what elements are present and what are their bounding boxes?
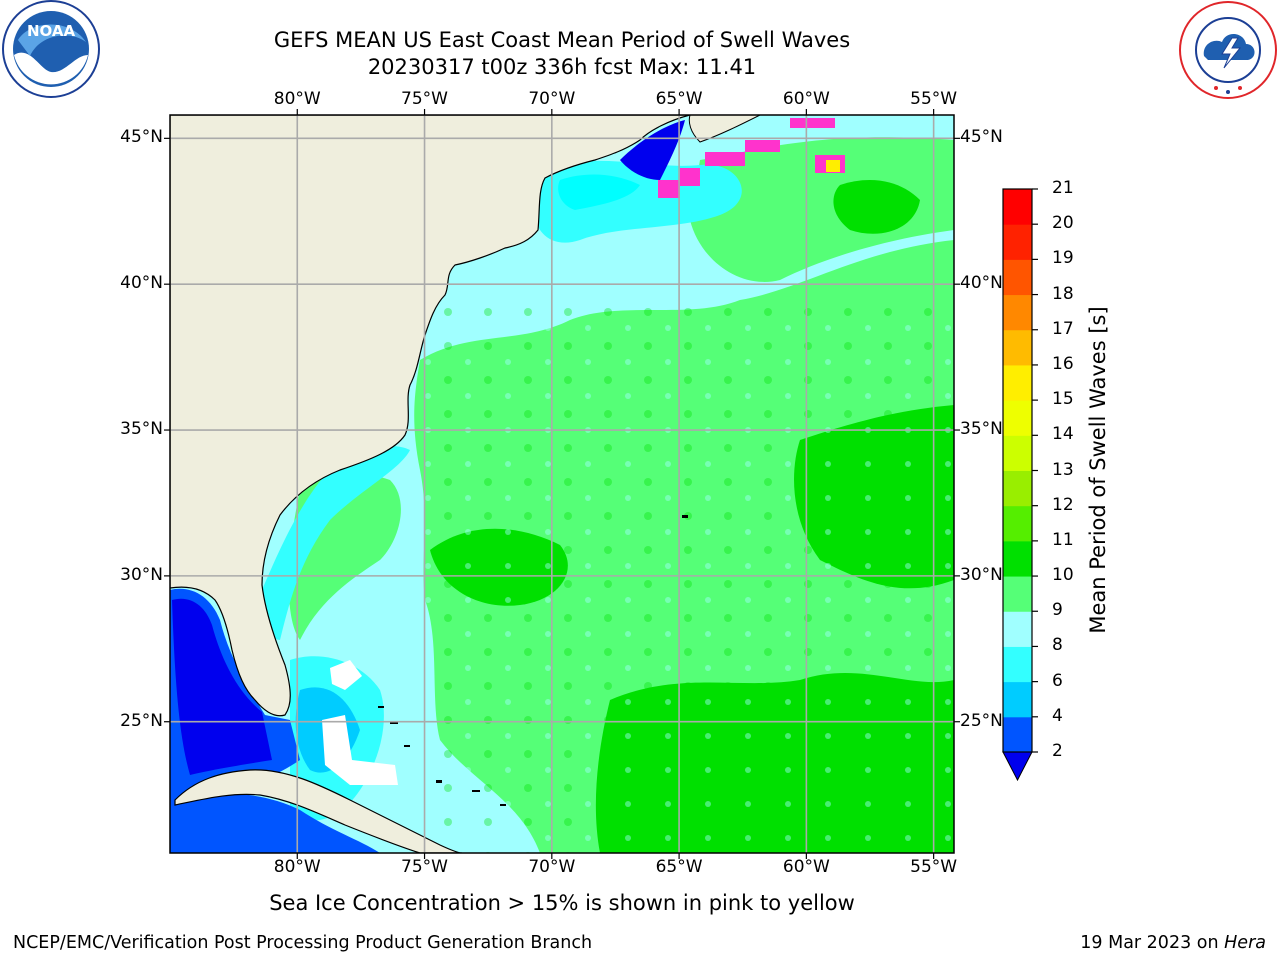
islands bbox=[378, 515, 688, 806]
colorbar-tick-label: 11 bbox=[1052, 529, 1074, 550]
lat-label-right: 30°N bbox=[960, 564, 1003, 585]
lat-label-left: 25°N bbox=[120, 710, 163, 731]
swell-band-2-4 bbox=[170, 793, 380, 853]
swell-band-under-2 bbox=[620, 120, 685, 180]
colorbar-tick-label: 18 bbox=[1052, 283, 1074, 304]
map-gridlines bbox=[170, 115, 954, 853]
colorbar-tick-label: 6 bbox=[1052, 670, 1063, 691]
colorbar-segment bbox=[1003, 576, 1032, 612]
colorbar-segment bbox=[1003, 611, 1032, 647]
land-north-america bbox=[170, 115, 691, 717]
lon-label-bottom: 60°W bbox=[782, 857, 830, 877]
bahamas-bank bbox=[322, 715, 398, 785]
lon-label-top: 65°W bbox=[655, 89, 703, 109]
swell-band-10-11 bbox=[833, 180, 920, 234]
colorbar-segment bbox=[1003, 716, 1032, 753]
lon-label-top: 55°W bbox=[910, 89, 958, 109]
footer-date: 19 Mar 2023 on Hera bbox=[1080, 933, 1266, 953]
colorbar-tick-label: 2 bbox=[1052, 741, 1063, 761]
colorbar-tick-label: 9 bbox=[1052, 600, 1063, 621]
chart-subtitle: 20230317 t00z 336h fcst Max: 11.41 bbox=[367, 55, 757, 79]
colorbar-segment bbox=[1003, 364, 1032, 401]
swell-band-4-6 bbox=[558, 174, 640, 210]
colorbar-tick-label: 17 bbox=[1052, 318, 1074, 339]
colorbar-segment bbox=[1003, 400, 1032, 436]
colorbar-segment bbox=[1003, 646, 1032, 683]
colorbar-tick-label: 15 bbox=[1052, 389, 1074, 410]
lon-label-bottom: 55°W bbox=[910, 857, 958, 877]
lon-label-bottom: 65°W bbox=[655, 857, 703, 877]
lat-label-right: 25°N bbox=[960, 710, 1003, 731]
colorbar-segment bbox=[1003, 470, 1032, 507]
colorbar-tick-label: 8 bbox=[1052, 635, 1063, 656]
colorbar-segment bbox=[1003, 329, 1032, 366]
colorbar-tick-label: 21 bbox=[1052, 178, 1074, 198]
sea-ice-high bbox=[826, 160, 840, 172]
land-canada-maritimes bbox=[688, 115, 761, 143]
lat-label-right: 40°N bbox=[960, 273, 1003, 294]
lat-label-left: 45°N bbox=[120, 127, 163, 148]
lat-label-left: 35°N bbox=[120, 419, 163, 440]
colorbar-segment bbox=[1003, 681, 1032, 718]
map-frame bbox=[169, 114, 955, 854]
colorbar-tick-label: 10 bbox=[1052, 565, 1074, 586]
noaa-logo-text: NOAA bbox=[27, 22, 76, 40]
footer-date-text: 19 Mar 2023 on bbox=[1080, 933, 1225, 953]
lon-label-top: 60°W bbox=[782, 89, 830, 109]
footer-org: NCEP/EMC/Verification Post Processing Pr… bbox=[13, 933, 593, 953]
lon-label-bottom: 80°W bbox=[273, 857, 321, 877]
colorbar-tick-label: 16 bbox=[1052, 353, 1074, 374]
lon-label-top: 75°W bbox=[401, 89, 449, 109]
colorbar-segment bbox=[1003, 259, 1032, 296]
swell-band-under-2 bbox=[172, 598, 272, 775]
colorbar-under-arrow bbox=[1002, 751, 1033, 782]
bahamas-bank bbox=[330, 660, 362, 690]
colorbar-segment bbox=[1003, 224, 1032, 260]
lat-label-left: 40°N bbox=[120, 273, 163, 294]
lat-label-right: 35°N bbox=[960, 419, 1003, 440]
swell-band-6-8 bbox=[262, 446, 410, 640]
colorbar-segment bbox=[1003, 294, 1032, 331]
colorbar-tick-label: 20 bbox=[1052, 213, 1074, 234]
colorbar-segment bbox=[1003, 540, 1032, 577]
lon-label-top: 80°W bbox=[273, 89, 321, 109]
colorbar-tick-label: 13 bbox=[1052, 459, 1074, 480]
swell-band-9-10 bbox=[690, 137, 954, 282]
colorbar-title: Mean Period of Swell Waves [s] bbox=[1086, 306, 1110, 634]
nws-logo bbox=[1179, 1, 1277, 99]
lon-label-bottom: 70°W bbox=[528, 857, 576, 877]
footer-host: Hera bbox=[1224, 933, 1266, 953]
land-cuba bbox=[174, 769, 463, 853]
colorbar bbox=[1002, 188, 1038, 782]
sea-ice-note: Sea Ice Concentration > 15% is shown in … bbox=[269, 891, 855, 915]
colorbar-tick-label: 12 bbox=[1052, 494, 1074, 515]
lon-label-bottom: 75°W bbox=[401, 857, 449, 877]
lat-label-right: 45°N bbox=[960, 127, 1003, 148]
colorbar-tick-label: 4 bbox=[1052, 705, 1063, 726]
colorbar-tick-label: 19 bbox=[1052, 248, 1074, 269]
lon-label-top: 70°W bbox=[528, 89, 576, 109]
colorbar-segment bbox=[1003, 189, 1032, 225]
chart-title: GEFS MEAN US East Coast Mean Period of S… bbox=[273, 28, 851, 52]
lat-label-left: 30°N bbox=[120, 564, 163, 585]
colorbar-tick-label: 14 bbox=[1052, 424, 1074, 445]
colorbar-segment bbox=[1003, 505, 1032, 542]
colorbar-segment bbox=[1003, 435, 1032, 471]
noaa-logo: NOAA bbox=[2, 0, 100, 98]
map-ticks bbox=[164, 109, 960, 859]
